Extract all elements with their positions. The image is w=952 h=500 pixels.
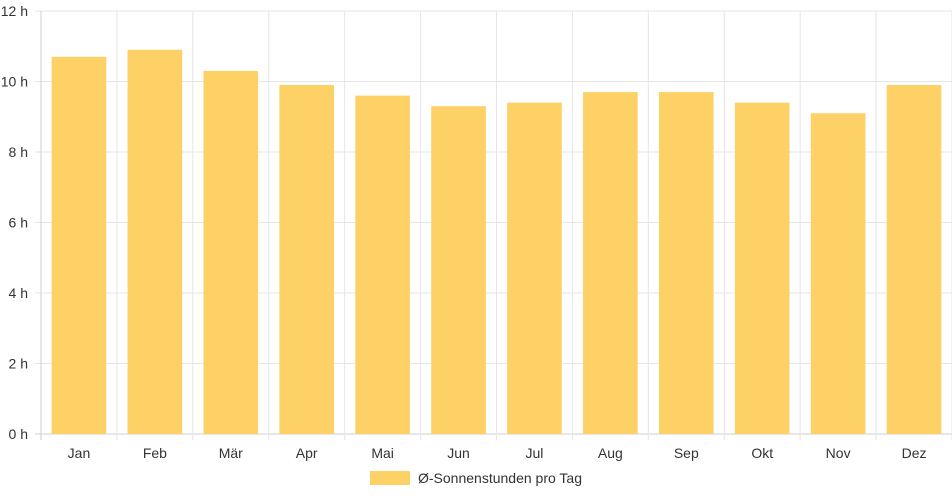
bar-mär bbox=[203, 70, 259, 435]
bar-jan bbox=[51, 56, 107, 434]
y-tick-label: 10 h bbox=[1, 74, 28, 90]
bar-sep bbox=[658, 92, 714, 434]
legend-label: Ø-Sonnenstunden pro Tag bbox=[418, 470, 582, 486]
x-tick-label: Mai bbox=[371, 445, 394, 461]
x-tick-label: Jun bbox=[447, 445, 470, 461]
chart-canvas: 0 h 2 h 4 h 6 h 8 h 10 h 12 h Jan Feb Mär Apr Mai Ju… bbox=[1, 3, 952, 461]
x-tick-label: Aug bbox=[598, 445, 623, 461]
y-tick-label: 12 h bbox=[1, 3, 28, 19]
bar-aug bbox=[583, 92, 638, 434]
bar-feb bbox=[127, 49, 183, 435]
legend: Ø-Sonnenstunden pro Tag bbox=[0, 470, 952, 486]
x-tick-label: Feb bbox=[143, 445, 167, 461]
bar-nov bbox=[810, 113, 866, 434]
y-tick-label: 6 h bbox=[9, 215, 28, 231]
y-tick-label: 8 h bbox=[9, 144, 28, 160]
x-tick-label: Jan bbox=[68, 445, 91, 461]
x-tick-label: Mär bbox=[219, 445, 243, 461]
x-tick-label: Jul bbox=[526, 445, 544, 461]
y-tick-label: 4 h bbox=[9, 285, 28, 301]
legend-swatch bbox=[370, 471, 410, 485]
y-tick-label: 0 h bbox=[9, 426, 28, 442]
bar-apr bbox=[279, 85, 335, 435]
x-tick-label: Nov bbox=[826, 445, 851, 461]
x-tick-label: Sep bbox=[674, 445, 699, 461]
bar-jun bbox=[431, 106, 486, 435]
bar-mai bbox=[355, 95, 410, 434]
bar-okt bbox=[734, 102, 790, 435]
x-tick-label: Dez bbox=[902, 445, 927, 461]
x-tick-label: Okt bbox=[751, 445, 773, 461]
y-tick-label: 2 h bbox=[9, 356, 28, 372]
x-tick-label: Apr bbox=[296, 445, 318, 461]
bar-dez bbox=[886, 85, 942, 435]
bar-jul bbox=[507, 102, 562, 435]
